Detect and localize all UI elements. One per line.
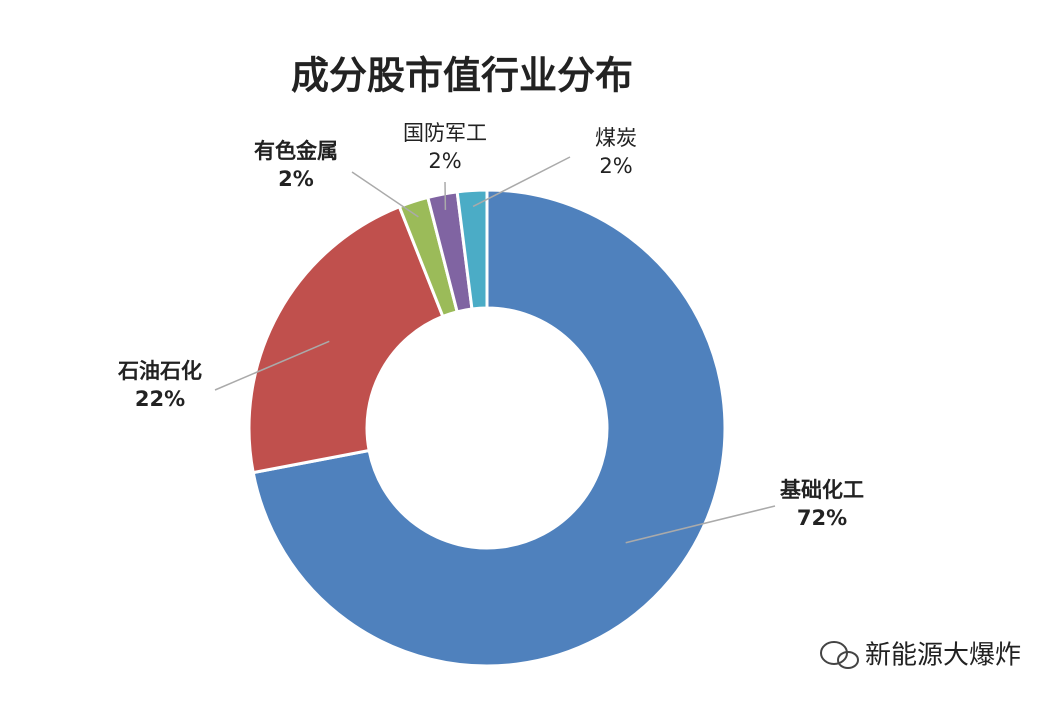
watermark-icon bbox=[820, 641, 859, 669]
value-label: 2% bbox=[599, 154, 632, 178]
category-label: 有色金属 bbox=[254, 139, 338, 163]
leader-line bbox=[351, 171, 419, 218]
value-label: 2% bbox=[278, 167, 314, 191]
category-label: 石油石化 bbox=[117, 359, 202, 383]
watermark: 新能源大爆炸 bbox=[865, 641, 1021, 671]
leader-line bbox=[214, 340, 330, 391]
slice bbox=[251, 188, 727, 668]
chart-title: 成分股市值行业分布 bbox=[291, 54, 633, 98]
leader-line bbox=[625, 505, 776, 544]
slice bbox=[247, 204, 445, 475]
leader-line bbox=[472, 156, 571, 208]
value-label: 22% bbox=[135, 387, 185, 411]
slice bbox=[455, 188, 489, 311]
category-label: 国防军工 bbox=[403, 121, 487, 145]
category-label: 煤炭 bbox=[595, 126, 637, 150]
category-label: 基础化工 bbox=[780, 478, 864, 502]
value-label: 72% bbox=[797, 506, 847, 530]
value-label: 2% bbox=[428, 149, 461, 173]
